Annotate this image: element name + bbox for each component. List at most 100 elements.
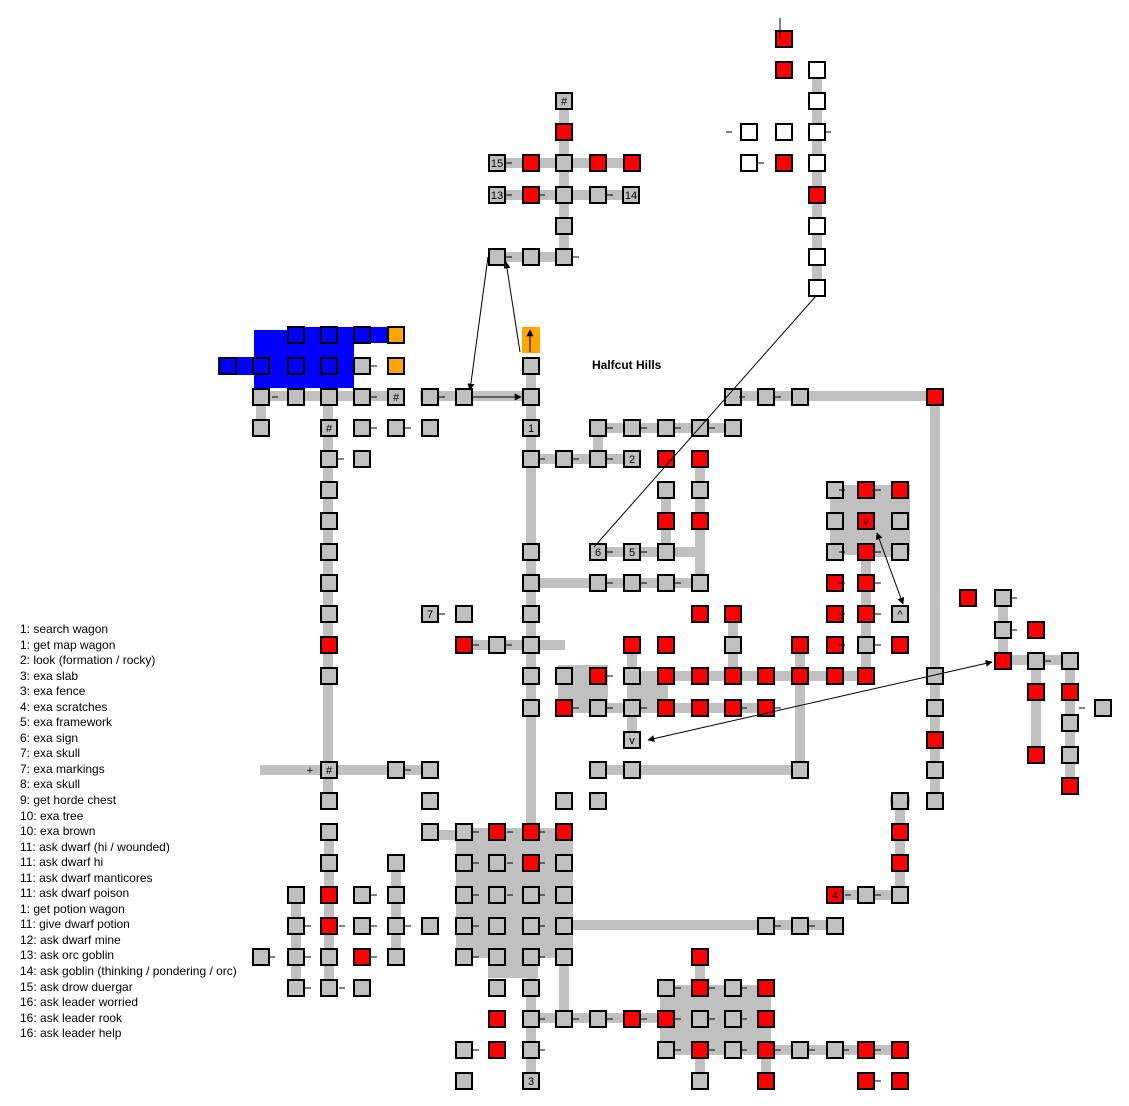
room bbox=[555, 948, 573, 966]
room bbox=[320, 948, 338, 966]
room bbox=[522, 636, 540, 654]
room-label: v bbox=[863, 516, 869, 528]
room bbox=[522, 186, 540, 204]
corridor bbox=[323, 397, 333, 801]
room bbox=[488, 1041, 506, 1059]
room bbox=[287, 979, 305, 997]
room bbox=[522, 667, 540, 685]
room bbox=[1061, 652, 1079, 670]
room bbox=[857, 1041, 875, 1059]
room bbox=[740, 154, 758, 172]
legend-item: 15: ask drow duergar bbox=[20, 979, 133, 994]
room bbox=[623, 731, 641, 749]
room bbox=[488, 186, 506, 204]
room bbox=[320, 636, 338, 654]
room bbox=[320, 854, 338, 872]
room bbox=[757, 1010, 775, 1028]
room bbox=[455, 854, 473, 872]
legend-item: 9: get horde chest bbox=[20, 793, 117, 808]
room bbox=[555, 854, 573, 872]
room bbox=[891, 823, 909, 841]
legend-item: 7: exa skull bbox=[20, 746, 81, 761]
room bbox=[891, 481, 909, 499]
room-label: 5 bbox=[629, 547, 635, 559]
room bbox=[826, 667, 844, 685]
room bbox=[1027, 683, 1045, 701]
room bbox=[522, 917, 540, 935]
room bbox=[320, 481, 338, 499]
room bbox=[1061, 714, 1079, 732]
legend-item: 6: exa sign bbox=[20, 730, 79, 745]
room-label: 14 bbox=[625, 190, 637, 202]
room bbox=[826, 1041, 844, 1059]
room-label: # bbox=[326, 765, 333, 777]
room bbox=[522, 1010, 540, 1028]
room bbox=[891, 1041, 909, 1059]
room bbox=[287, 886, 305, 904]
room bbox=[691, 1072, 709, 1090]
room bbox=[387, 854, 405, 872]
room bbox=[926, 731, 944, 749]
room bbox=[775, 154, 793, 172]
room bbox=[724, 419, 742, 437]
room bbox=[791, 1041, 809, 1059]
room bbox=[555, 823, 573, 841]
room bbox=[320, 792, 338, 810]
room bbox=[287, 357, 305, 375]
room bbox=[757, 917, 775, 935]
room bbox=[387, 886, 405, 904]
legend-item: 11: ask dwarf poison bbox=[20, 886, 130, 901]
room bbox=[791, 388, 809, 406]
room bbox=[826, 512, 844, 530]
room bbox=[623, 450, 641, 468]
room bbox=[589, 419, 607, 437]
room bbox=[724, 1041, 742, 1059]
corridor bbox=[559, 925, 569, 1018]
room bbox=[320, 605, 338, 623]
room bbox=[891, 636, 909, 654]
room bbox=[623, 636, 641, 654]
room bbox=[353, 917, 371, 935]
legend-item: 11: ask dwarf (hi / wounded) bbox=[20, 839, 170, 854]
room-label: 4 bbox=[832, 890, 838, 902]
room bbox=[622, 186, 640, 204]
room bbox=[219, 357, 237, 375]
room bbox=[657, 1041, 675, 1059]
corridor bbox=[256, 396, 266, 428]
room bbox=[555, 123, 573, 141]
room bbox=[724, 1010, 742, 1028]
room bbox=[320, 326, 338, 344]
room bbox=[1027, 746, 1045, 764]
room bbox=[1027, 621, 1045, 639]
room bbox=[455, 636, 473, 654]
room bbox=[1094, 699, 1112, 717]
room bbox=[421, 761, 439, 779]
room bbox=[791, 917, 809, 935]
arrow-line bbox=[467, 256, 489, 391]
room bbox=[421, 823, 439, 841]
room bbox=[555, 792, 573, 810]
room bbox=[320, 543, 338, 561]
room bbox=[691, 481, 709, 499]
room bbox=[252, 388, 270, 406]
room bbox=[757, 388, 775, 406]
room bbox=[623, 1010, 641, 1028]
room bbox=[691, 574, 709, 592]
room bbox=[623, 574, 641, 592]
corridor bbox=[895, 801, 905, 895]
room bbox=[657, 636, 675, 654]
room bbox=[555, 450, 573, 468]
room bbox=[488, 948, 506, 966]
room bbox=[421, 388, 439, 406]
corridor bbox=[795, 645, 805, 770]
room bbox=[857, 605, 875, 623]
room bbox=[657, 979, 675, 997]
room bbox=[891, 512, 909, 530]
room bbox=[522, 248, 540, 266]
room-label: 13 bbox=[491, 190, 503, 202]
room bbox=[522, 543, 540, 561]
room bbox=[387, 948, 405, 966]
room bbox=[353, 979, 371, 997]
room bbox=[691, 605, 709, 623]
room bbox=[857, 886, 875, 904]
